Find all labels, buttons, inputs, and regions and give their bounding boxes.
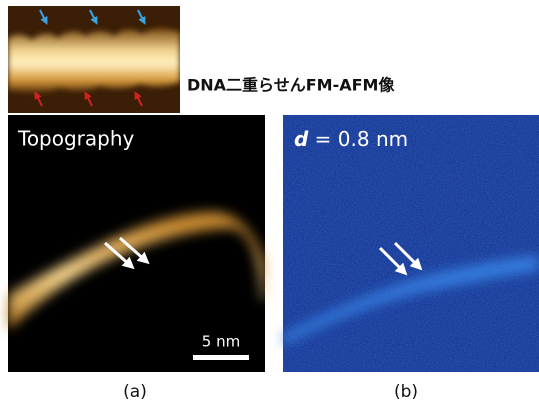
scale-bar [193,355,249,360]
inset-image [8,6,180,113]
panel-b-label: (b) [394,382,418,402]
value: = 0.8 nm [308,127,408,151]
page: DNA二重らせんFM-AFM像 Topography 5 nm d = 0.8 … [0,0,539,403]
inset-caption: DNA二重らせんFM-AFM像 [187,76,395,95]
symbol: d [294,127,309,151]
panel-b-title: d = 0.8 nm [294,127,408,151]
panel-a-title: Topography [17,127,135,151]
panel-a-label: (a) [123,382,147,402]
dissipation-image [283,115,539,372]
figure: DNA二重らせんFM-AFM像 Topography 5 nm d = 0.8 … [0,0,539,403]
scale-bar-label: 5 nm [202,333,240,351]
